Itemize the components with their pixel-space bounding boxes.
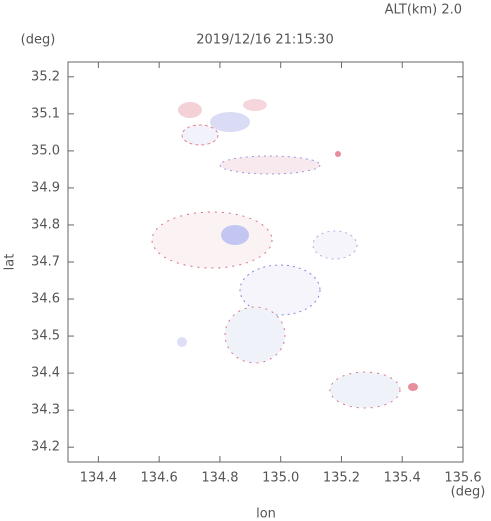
y-tick-label: 34.8 bbox=[31, 217, 60, 232]
x-tick-label: 134.6 bbox=[141, 471, 178, 486]
echo-blob bbox=[329, 371, 401, 409]
y-tick-label: 35.1 bbox=[31, 106, 60, 121]
y-tick-label: 34.3 bbox=[31, 403, 60, 418]
y-tick-label: 34.5 bbox=[31, 329, 60, 344]
echo-blob bbox=[243, 99, 267, 111]
y-tick-label: 35.2 bbox=[31, 69, 60, 84]
x-tick-label: 135.2 bbox=[323, 471, 360, 486]
echo-blob bbox=[177, 337, 187, 347]
echo-blob bbox=[151, 211, 273, 269]
y-tick-label: 34.4 bbox=[31, 366, 60, 381]
echo-blob bbox=[312, 230, 358, 260]
chart-title: 2019/12/16 21:15:30 bbox=[196, 33, 333, 48]
echo-blob bbox=[219, 155, 321, 175]
x-tick-label: 135.0 bbox=[262, 471, 299, 486]
x-axis-label: lon bbox=[256, 507, 276, 521]
x-tick-label: 135.4 bbox=[384, 471, 421, 486]
x-tick-label: 135.6 bbox=[444, 471, 481, 486]
echo-blob bbox=[181, 124, 219, 146]
x-tick-label: 134.8 bbox=[201, 471, 238, 486]
echo-blob bbox=[178, 102, 202, 118]
y-tick-label: 35.0 bbox=[31, 143, 60, 158]
y-tick-label: 34.9 bbox=[31, 180, 60, 195]
y-tick-label: 34.6 bbox=[31, 292, 60, 307]
x-unit: (deg) bbox=[451, 485, 486, 500]
x-tick-label: 134.4 bbox=[80, 471, 117, 486]
echo-blob bbox=[210, 112, 250, 132]
echo-blob bbox=[408, 383, 418, 391]
plot-frame bbox=[67, 61, 464, 463]
echo-blob bbox=[221, 225, 249, 245]
y-unit: (deg) bbox=[21, 33, 56, 48]
y-tick-label: 34.7 bbox=[31, 255, 60, 270]
y-axis-label: lat bbox=[3, 254, 18, 271]
echo-blob bbox=[224, 306, 286, 364]
echo-field bbox=[151, 99, 418, 409]
y-tick-label: 34.2 bbox=[31, 440, 60, 455]
echo-blob bbox=[335, 151, 341, 157]
echo-blob bbox=[239, 264, 321, 316]
altitude-annotation: ALT(km) 2.0 bbox=[385, 3, 462, 18]
